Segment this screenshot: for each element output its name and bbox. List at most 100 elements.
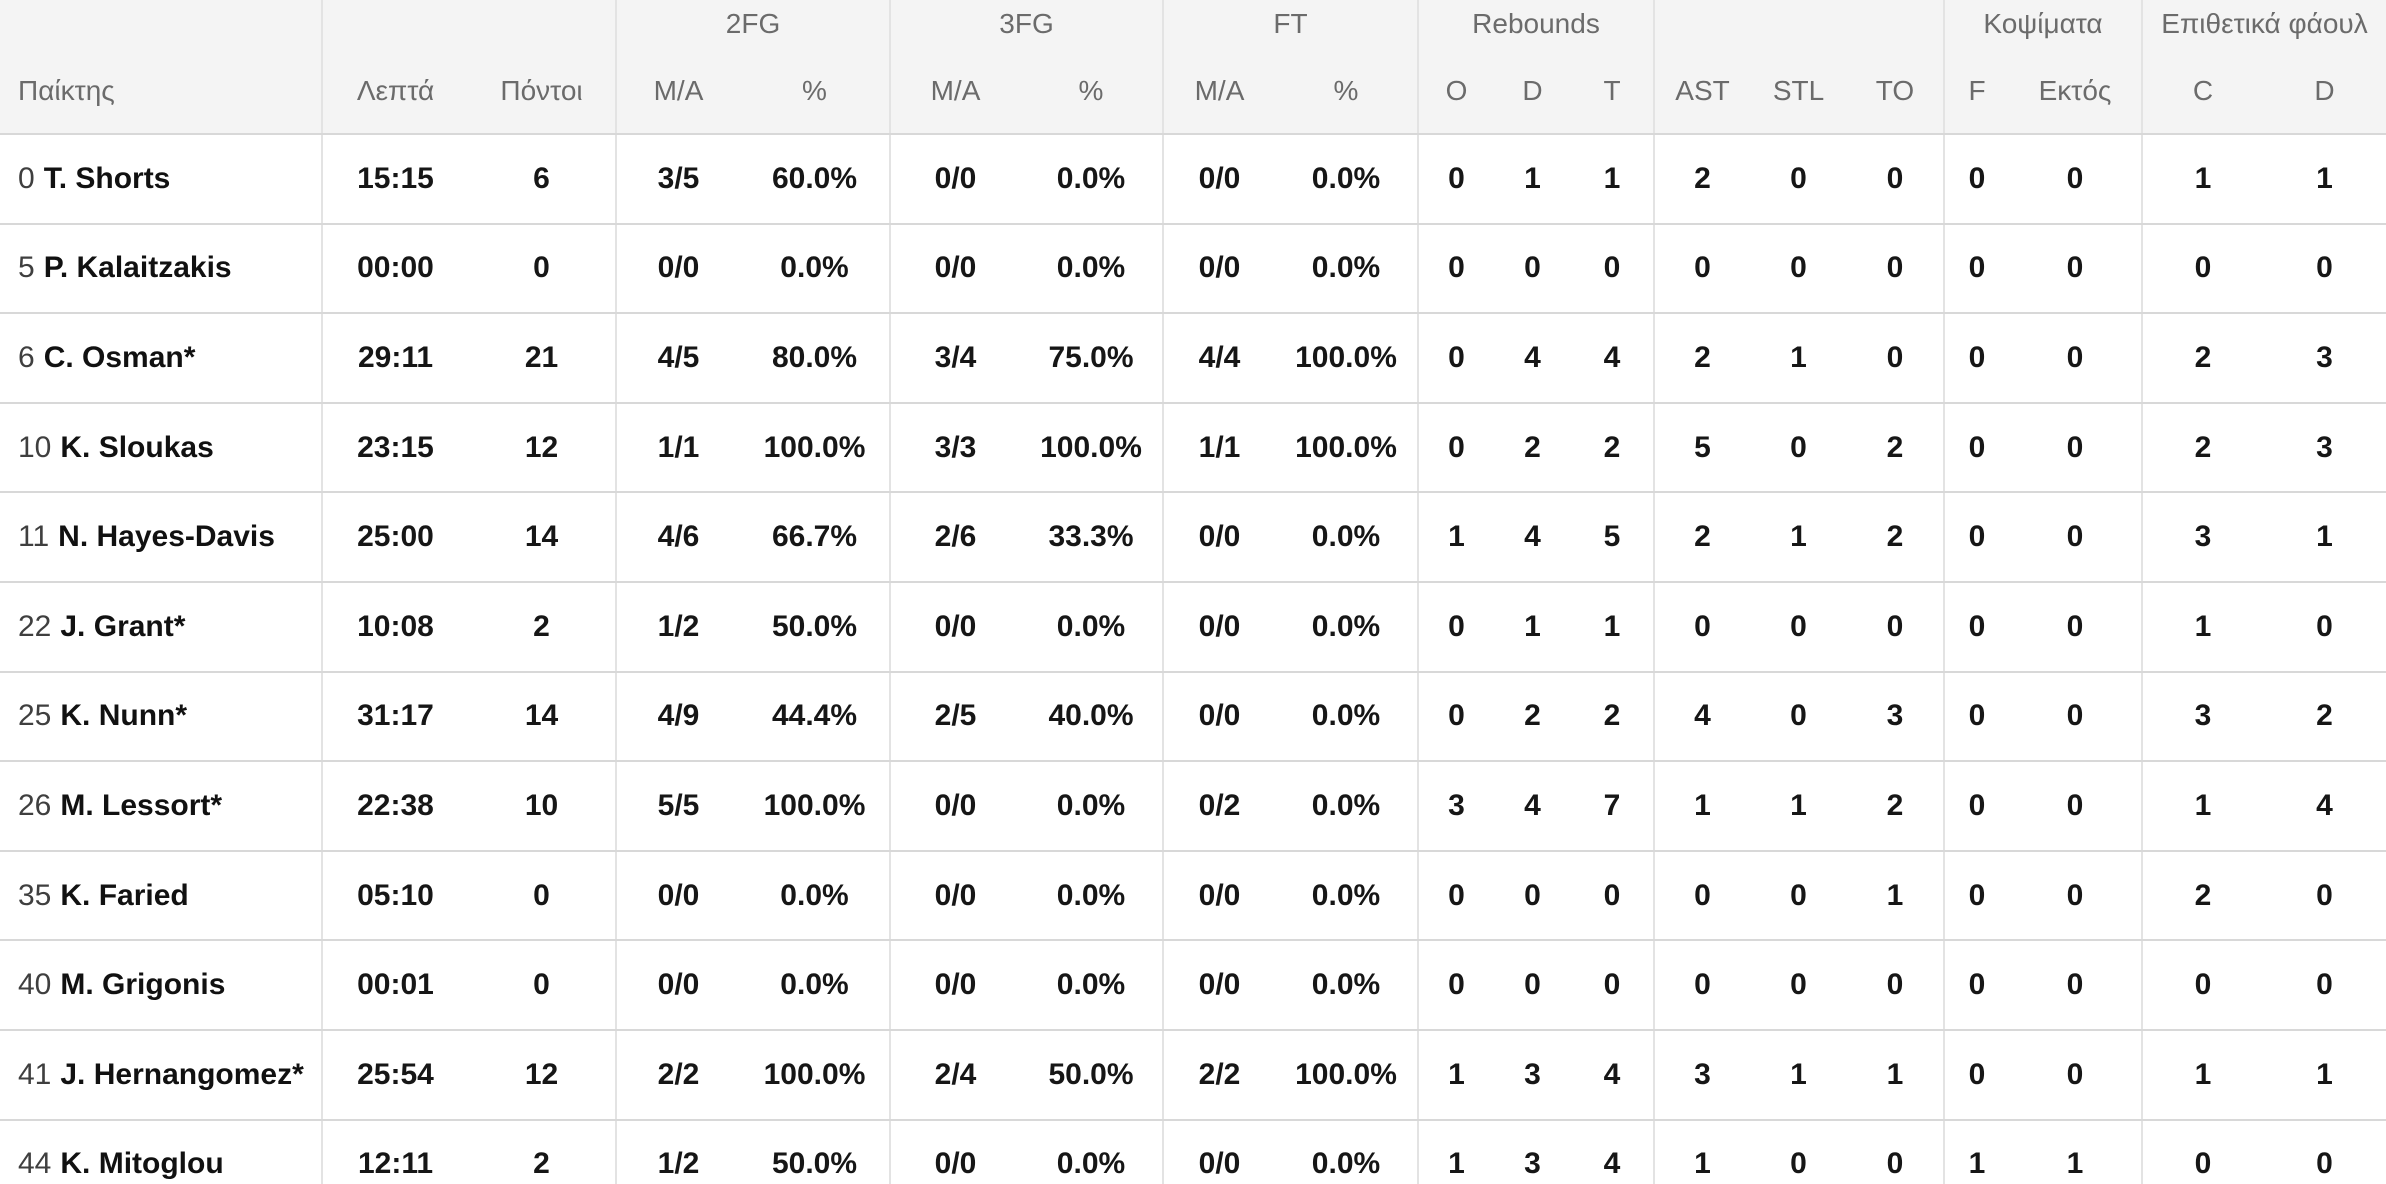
stat-cell: 0 (2316, 968, 2333, 1002)
stat-cell: 25:00 (321, 493, 468, 581)
stat-cell: 0 (2066, 699, 2084, 733)
player-name: T. Shorts (43, 161, 171, 195)
player-number: 6 (18, 340, 35, 374)
table-row: 40 M. Grigonis 00:01 0 0/0 0.0% 0/0 0.0%… (0, 939, 2386, 1029)
player-number: 35 (18, 878, 52, 912)
stat-cell: 3/5 (615, 135, 740, 223)
stat-cell: 3 (1417, 762, 1494, 850)
stat-cell: 22:38 (321, 762, 468, 850)
stat-cell: 3 (2316, 430, 2333, 464)
stat-cell: 50.0% (771, 609, 858, 643)
player-cell[interactable]: 26 M. Lessort* (0, 762, 321, 850)
column-header-minutes: Λεπτά (321, 48, 468, 133)
stat-cell: 4 (1524, 340, 1541, 374)
stat-cell: 0 (1943, 1030, 2009, 1119)
stat-cell: 2 (533, 1147, 550, 1181)
stat-cell: 25:54 (321, 1030, 468, 1119)
stat-cell: 1 (2316, 520, 2333, 554)
stat-cell: 0 (1417, 851, 1494, 940)
stat-cell: 0 (1886, 968, 1904, 1002)
player-cell[interactable]: 11 N. Hayes-Davis (0, 493, 321, 581)
player-cell[interactable]: 25 K. Nunn* (0, 673, 321, 761)
column-header-2fg-ma: M/A (615, 48, 740, 133)
stat-cell: 1 (1417, 493, 1494, 581)
player-number: 44 (18, 1147, 52, 1181)
stat-cell: 3/4 (889, 314, 1020, 402)
stat-cell: 0/0 (889, 851, 1020, 940)
player-cell[interactable]: 10 K. Sloukas (0, 404, 321, 492)
group-header-ft: FT (1162, 0, 1417, 48)
player-cell[interactable]: 6 C. Osman* (0, 314, 321, 402)
column-header-ft-pct: % (1333, 74, 1359, 106)
stat-cell: 3 (2141, 493, 2263, 581)
stat-cell: 2 (533, 609, 550, 643)
column-header-points: Πόντοι (500, 74, 583, 106)
stat-cell: 0 (2066, 1057, 2084, 1091)
stat-cell: 0 (1943, 135, 2009, 223)
stat-cell: 33.3% (1048, 520, 1134, 554)
table-body: 0 T. Shorts 15:15 6 3/5 60.0% 0/0 0.0% 0… (0, 133, 2386, 1184)
stat-cell: 0.0% (1311, 609, 1381, 643)
column-header-reb-d: D (1522, 74, 1543, 106)
player-cell[interactable]: 5 P. Kalaitzakis (0, 225, 321, 313)
player-cell[interactable]: 35 K. Faried (0, 852, 321, 940)
stat-cell: 0 (1524, 878, 1541, 912)
group-header-3fg: 3FG (889, 0, 1162, 48)
stat-cell: 4 (1603, 1147, 1621, 1181)
stat-cell: 0 (1886, 251, 1904, 285)
column-header-3fg-pct: % (1078, 74, 1104, 106)
stat-cell: 0 (1603, 251, 1621, 285)
table-row: 5 P. Kalaitzakis 00:00 0 0/0 0.0% 0/0 0.… (0, 222, 2386, 313)
table-row: 35 K. Faried 05:10 0 0/0 0.0% 0/0 0.0% 0… (0, 849, 2386, 940)
player-number: 11 (18, 520, 50, 554)
player-name: K. Faried (60, 878, 189, 912)
stat-cell: 0/0 (1162, 224, 1275, 313)
stat-cell: 100.0% (1295, 1057, 1397, 1091)
stat-cell: 3 (1653, 1030, 1750, 1119)
stat-cell: 1 (2141, 135, 2263, 223)
stat-cell: 1 (1524, 161, 1541, 195)
stat-cell: 0 (2141, 1120, 2263, 1184)
stat-cell: 0 (1653, 851, 1750, 940)
stat-cell: 0 (1886, 340, 1904, 374)
group-header-blocks: Κοψίματα (1943, 0, 2141, 48)
stat-cell: 0.0% (1311, 968, 1381, 1002)
stat-cell: 21 (524, 340, 559, 374)
stat-cell: 2 (1653, 314, 1750, 402)
stat-cell: 0/0 (1162, 582, 1275, 671)
stat-cell: 4/9 (615, 672, 740, 761)
player-cell[interactable]: 40 M. Grigonis (0, 941, 321, 1029)
stat-cell: 3/3 (889, 403, 1020, 492)
stat-cell: 1 (1524, 609, 1541, 643)
stat-cell: 0 (533, 251, 550, 285)
stat-cell: 1 (1603, 161, 1621, 195)
player-name: K. Sloukas (60, 430, 214, 464)
stat-cell: 1 (1886, 878, 1904, 912)
stat-cell: 0 (2141, 941, 2263, 1029)
stat-cell: 0.0% (1311, 161, 1381, 195)
stat-cell: 3 (2316, 340, 2333, 374)
table-row: 26 M. Lessort* 22:38 10 5/5 100.0% 0/0 0… (0, 760, 2386, 850)
stat-cell: 00:00 (321, 224, 468, 313)
player-cell[interactable]: 0 T. Shorts (0, 135, 321, 223)
stat-cell: 5 (1653, 403, 1750, 492)
stat-cell: 0/0 (615, 851, 740, 940)
stat-cell: 1 (1653, 1120, 1750, 1184)
stat-cell: 1 (1790, 520, 1807, 554)
player-name: N. Hayes-Davis (58, 520, 275, 554)
stat-cell: 10:08 (321, 582, 468, 671)
stat-cell: 0 (1790, 609, 1807, 643)
stat-cell: 0/0 (889, 941, 1020, 1029)
stat-cell: 1 (1653, 762, 1750, 850)
stat-cell: 1 (2316, 1057, 2333, 1091)
player-name: C. Osman* (43, 340, 196, 374)
stat-cell: 0/0 (1162, 672, 1275, 761)
player-cell[interactable]: 41 J. Hernangomez* (0, 1031, 321, 1119)
stat-cell: 0 (2066, 251, 2084, 285)
player-cell[interactable]: 44 K. Mitoglou (0, 1121, 321, 1184)
player-number: 25 (18, 699, 52, 733)
stat-cell: 1 (1790, 340, 1807, 374)
player-cell[interactable]: 22 J. Grant* (0, 583, 321, 671)
stat-cell: 2 (1653, 493, 1750, 581)
player-name: P. Kalaitzakis (43, 251, 232, 285)
